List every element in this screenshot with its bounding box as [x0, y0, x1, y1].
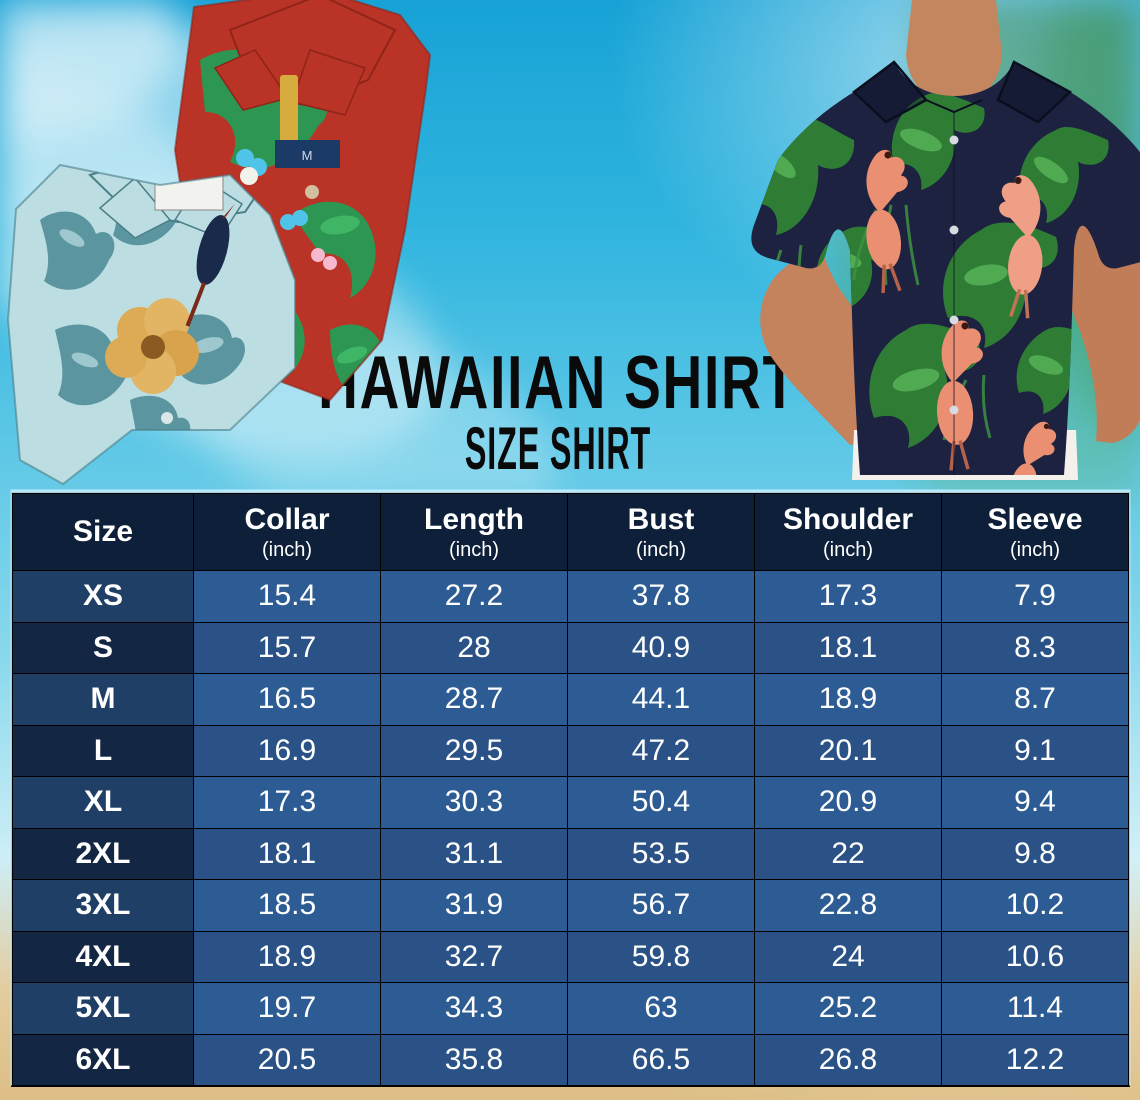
svg-text:M: M — [302, 148, 313, 163]
